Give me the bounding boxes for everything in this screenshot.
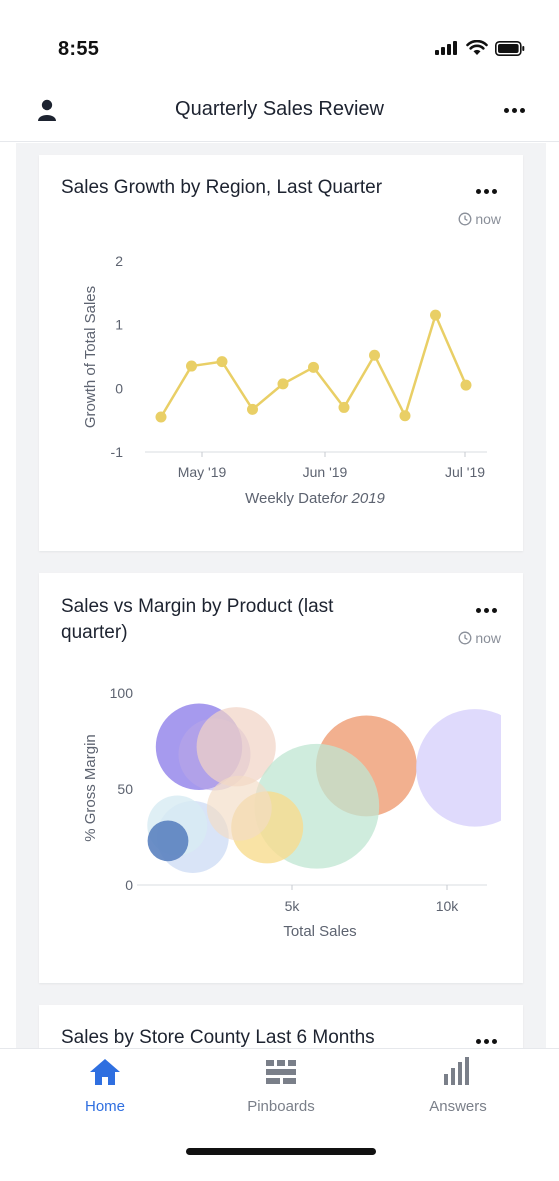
card-sales-growth: Sales Growth by Region, Last Quarter now…: [39, 155, 523, 551]
home-icon: [90, 1059, 120, 1085]
page-title: Quarterly Sales Review: [175, 98, 384, 120]
x-tick-label: 10k: [436, 898, 460, 914]
tab-label: Answers: [429, 1098, 487, 1115]
x-tick-label: Jul '19: [445, 464, 485, 480]
data-point: [247, 403, 258, 415]
pinboard-content[interactable]: Sales Growth by Region, Last Quarter now…: [16, 143, 546, 1048]
cellular-signal-icon: [435, 41, 457, 55]
y-axis-label: Growth of Total Sales: [82, 286, 99, 428]
card-more-button[interactable]: [476, 189, 497, 194]
card-title-line-2: quarter): [61, 622, 128, 643]
status-time: 8:55: [58, 38, 100, 60]
y-tick-label: 0: [125, 877, 133, 893]
timestamp: now: [458, 630, 501, 646]
user-profile-button[interactable]: [37, 97, 57, 123]
timestamp: now: [458, 211, 501, 227]
x-axis-label-suffix: for 2019: [330, 490, 386, 507]
data-point: [369, 349, 380, 361]
answers-icon: [444, 1057, 469, 1085]
tab-answers[interactable]: Answers: [398, 1057, 518, 1115]
data-point: [186, 360, 197, 372]
card-title: Sales by Store County Last 6 Months: [61, 1027, 375, 1048]
app-header: Quarterly Sales Review: [0, 90, 559, 142]
card-title: Sales Growth by Region, Last Quarter: [61, 177, 383, 198]
bubble: [196, 707, 276, 787]
x-axis-label: Weekly Datefor 2019: [245, 490, 385, 507]
data-point: [430, 309, 441, 321]
status-bar: 8:55: [0, 0, 559, 90]
line-chart: 2 1 0 -1 May '19 Jun '19 Jul '19 Growth of Tota…: [82, 253, 487, 507]
y-tick-label: 2: [115, 253, 123, 269]
pinboards-icon: [266, 1060, 296, 1084]
card-more-button[interactable]: [476, 1039, 497, 1044]
tab-home[interactable]: Home: [45, 1057, 165, 1115]
data-point: [399, 410, 411, 422]
bubble-chart: 100 50 0 5k 10k % Gross Margin Total Sales: [82, 685, 501, 940]
y-tick-label: -1: [111, 444, 124, 460]
clock-icon: [458, 631, 472, 645]
status-icons: [435, 40, 525, 56]
tab-pinboards[interactable]: Pinboards: [221, 1057, 341, 1115]
wifi-icon: [466, 40, 488, 55]
data-point: [155, 411, 167, 423]
x-axis-label: Total Sales: [283, 923, 356, 940]
card-sales-by-county: Sales by Store County Last 6 Months: [39, 1005, 523, 1048]
timestamp-text: now: [475, 211, 501, 227]
tab-label: Pinboards: [247, 1098, 315, 1115]
clock-icon: [458, 212, 472, 226]
y-axis-label: % Gross Margin: [82, 734, 99, 842]
tab-label: Home: [84, 1098, 125, 1115]
x-tick-label: Jun '19: [303, 464, 348, 480]
bubble: [206, 775, 272, 841]
home-indicator: [186, 1148, 376, 1155]
battery-icon: [495, 40, 525, 56]
header-more-button[interactable]: [504, 108, 525, 113]
data-point: [216, 356, 228, 368]
data-point: [277, 378, 289, 390]
y-tick-label: 100: [110, 685, 134, 701]
x-axis-label-main: Weekly Date: [245, 490, 330, 507]
card-more-button[interactable]: [476, 608, 497, 613]
data-point: [338, 401, 350, 413]
y-tick-label: 0: [115, 380, 123, 396]
x-tick-label: 5k: [285, 898, 301, 914]
card-sales-vs-margin: Sales vs Margin by Product (last quarter…: [39, 573, 523, 983]
timestamp-text: now: [475, 630, 501, 646]
user-icon: [38, 99, 56, 121]
bubble: [416, 709, 501, 827]
y-tick-label: 1: [115, 317, 123, 333]
data-point: [308, 361, 319, 373]
tab-bar: Home Pinboards Answers: [0, 1048, 559, 1181]
x-tick-label: May '19: [178, 464, 227, 480]
y-tick-label: 50: [117, 781, 133, 797]
card-title: Sales vs Margin by Product (last quarter…: [61, 594, 333, 646]
bubble: [147, 820, 189, 862]
data-point: [460, 379, 472, 391]
bubbles: [147, 703, 501, 873]
card-title-line-1: Sales vs Margin by Product (last: [61, 596, 334, 617]
